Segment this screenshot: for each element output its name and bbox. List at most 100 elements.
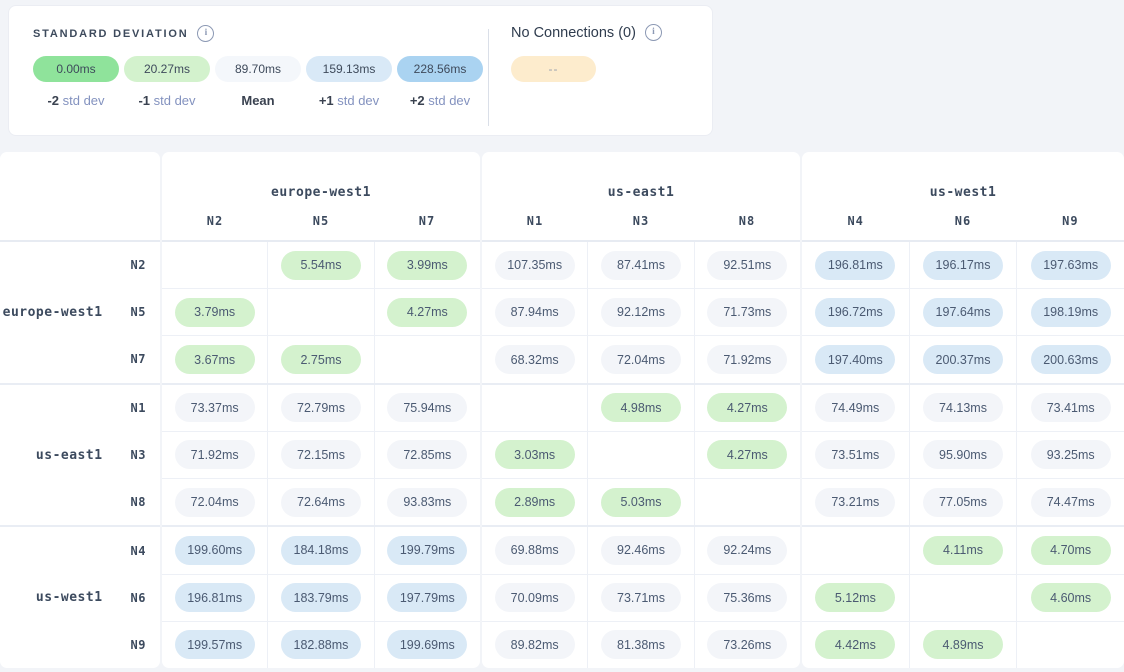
latency-chip-n7-n8[interactable]: 71.92ms <box>707 345 788 375</box>
latency-chip-n3-n6[interactable]: 95.90ms <box>923 440 1003 470</box>
latency-chip-n5-n9[interactable]: 198.19ms <box>1030 297 1111 327</box>
row-node-label: N6 <box>130 590 146 605</box>
latency-chip-n5-n3[interactable]: 92.12ms <box>600 297 681 327</box>
latency-chip-n9-n6[interactable]: 4.89ms <box>923 630 1003 660</box>
cell-n8-n7: 93.83ms <box>373 479 480 526</box>
latency-chip-n5-n2[interactable]: 3.79ms <box>174 297 255 327</box>
row-region-us-east1: us-east1 <box>35 447 103 463</box>
latency-chip-n2-n6[interactable]: 196.17ms <box>923 250 1003 280</box>
latency-chip-n6-n8[interactable]: 75.36ms <box>707 583 788 613</box>
legend-chips: 0.00ms 20.27ms 89.70ms 159.13ms 228.56ms <box>33 56 483 82</box>
latency-chip-n9-n3[interactable]: 81.38ms <box>600 630 681 660</box>
latency-chip-n2-n5[interactable]: 5.54ms <box>280 250 361 280</box>
latency-chip-n9-n2[interactable]: 199.57ms <box>174 630 255 660</box>
latency-chip-n9-n5[interactable]: 182.88ms <box>280 630 361 660</box>
latency-chip-n4-n9[interactable]: 4.70ms <box>1030 535 1111 565</box>
column-node-label-n9: N9 <box>1062 214 1079 228</box>
latency-chip-n2-n4[interactable]: 196.81ms <box>815 250 896 280</box>
latency-chip-n6-n7[interactable]: 197.79ms <box>387 583 468 613</box>
table-row-n2: 107.35ms 87.41ms 92.51ms <box>482 242 800 289</box>
latency-chip-n3-n1[interactable]: 3.03ms <box>494 440 575 470</box>
latency-chip-n6-n5[interactable]: 183.79ms <box>280 583 361 613</box>
info-icon[interactable]: i <box>644 24 662 41</box>
latency-chip-n1-n8[interactable]: 4.27ms <box>707 393 788 423</box>
latency-chip-n7-n5[interactable]: 2.75ms <box>280 345 361 375</box>
legend-label-3: +1 std dev <box>318 93 380 108</box>
latency-chip-n7-n9[interactable]: 200.63ms <box>1030 345 1111 375</box>
table-row-n7: 68.32ms 72.04ms 71.92ms <box>482 335 800 383</box>
latency-chip-n3-n9[interactable]: 93.25ms <box>1030 440 1111 470</box>
latency-chip-n7-n3[interactable]: 72.04ms <box>600 345 681 375</box>
latency-chip-n1-n9[interactable]: 73.41ms <box>1030 393 1111 423</box>
latency-chip-n3-n4[interactable]: 73.51ms <box>815 440 896 470</box>
latency-chip-n4-n3[interactable]: 92.46ms <box>600 535 681 565</box>
latency-chip-n3-n2[interactable]: 71.92ms <box>174 440 255 470</box>
latency-chip-n7-n6[interactable]: 200.37ms <box>923 345 1003 375</box>
table-row-n4: 199.60ms 184.18ms 199.79ms <box>162 525 480 574</box>
latency-chip-n2-n3[interactable]: 87.41ms <box>600 250 681 280</box>
latency-chip-n3-n7[interactable]: 72.85ms <box>387 440 468 470</box>
std-dev-legend-header: STANDARD DEVIATION i <box>33 25 215 42</box>
column-node-label-n6: N6 <box>954 214 972 228</box>
latency-chip-n5-n4[interactable]: 196.72ms <box>815 297 896 327</box>
latency-chip-n4-n2[interactable]: 199.60ms <box>174 535 255 565</box>
latency-chip-n5-n8[interactable]: 71.73ms <box>707 297 788 327</box>
cell-n3-n2: 71.92ms <box>162 432 267 478</box>
latency-chip-n1-n2[interactable]: 73.37ms <box>174 393 255 423</box>
info-icon[interactable]: i <box>197 25 215 42</box>
latency-chip-n5-n7[interactable]: 4.27ms <box>387 297 468 327</box>
latency-chip-n4-n7[interactable]: 199.79ms <box>387 535 468 565</box>
latency-chip-n7-n2[interactable]: 3.67ms <box>174 345 255 375</box>
latency-chip-n3-n5[interactable]: 72.15ms <box>280 440 361 470</box>
latency-chip-n8-n2[interactable]: 72.04ms <box>174 487 255 517</box>
latency-chip-n1-n6[interactable]: 74.13ms <box>923 393 1003 423</box>
latency-chip-n6-n9[interactable]: 4.60ms <box>1030 583 1111 613</box>
latency-chip-n1-n3[interactable]: 4.98ms <box>600 393 681 423</box>
latency-chip-n4-n5[interactable]: 184.18ms <box>280 535 361 565</box>
latency-chip-n1-n4[interactable]: 74.49ms <box>815 393 896 423</box>
cell-n1-n1 <box>482 385 587 431</box>
cell-n7-n7 <box>373 336 480 383</box>
row-label-n8: N8 <box>0 478 160 525</box>
latency-chip-n2-n1[interactable]: 107.35ms <box>494 250 575 280</box>
cell-n6-n9: 4.60ms <box>1016 574 1124 621</box>
cell-n5-n8: 71.73ms <box>693 289 800 336</box>
latency-chip-n9-n1[interactable]: 89.82ms <box>494 630 575 660</box>
latency-chip-n3-n8[interactable]: 4.27ms <box>707 440 788 470</box>
latency-chip-n8-n1[interactable]: 2.89ms <box>494 487 575 517</box>
latency-chip-n4-n6[interactable]: 4.11ms <box>923 535 1003 565</box>
latency-chip-n8-n6[interactable]: 77.05ms <box>923 487 1003 517</box>
latency-chip-n8-n4[interactable]: 73.21ms <box>815 487 896 517</box>
latency-chip-n8-n3[interactable]: 5.03ms <box>600 487 681 517</box>
latency-chip-n7-n4[interactable]: 197.40ms <box>815 345 896 375</box>
latency-chip-n8-n9[interactable]: 74.47ms <box>1030 487 1111 517</box>
cell-n7-n4: 197.40ms <box>802 336 909 382</box>
latency-chip-n6-n2[interactable]: 196.81ms <box>174 583 255 613</box>
row-node-label: N8 <box>130 494 146 509</box>
latency-chip-n6-n1[interactable]: 70.09ms <box>494 583 575 613</box>
latency-chip-n9-n7[interactable]: 199.69ms <box>387 630 468 660</box>
row-label-n2: N2 <box>0 242 160 289</box>
latency-chip-n1-n5[interactable]: 72.79ms <box>280 393 361 423</box>
latency-chip-n8-n7[interactable]: 93.83ms <box>387 487 468 517</box>
legend-chip-4: 228.56ms <box>397 56 483 82</box>
latency-chip-n9-n8[interactable]: 73.26ms <box>707 630 788 660</box>
latency-chip-n5-n1[interactable]: 87.94ms <box>494 297 575 327</box>
table-row-n8: 2.89ms 5.03ms <box>482 478 800 526</box>
column-node-label-n2: N2 <box>206 214 224 228</box>
table-row-n9: 199.57ms 182.88ms 199.69ms <box>162 620 480 668</box>
cell-n7-n8: 71.92ms <box>693 336 800 383</box>
latency-chip-n4-n1[interactable]: 69.88ms <box>494 535 575 565</box>
cell-n7-n3: 72.04ms <box>587 336 693 383</box>
latency-chip-n8-n5[interactable]: 72.64ms <box>280 487 361 517</box>
latency-chip-n4-n8[interactable]: 92.24ms <box>707 535 788 565</box>
latency-chip-n6-n4[interactable]: 5.12ms <box>815 583 896 613</box>
latency-chip-n2-n7[interactable]: 3.99ms <box>387 250 468 280</box>
latency-chip-n6-n3[interactable]: 73.71ms <box>600 583 681 613</box>
latency-chip-n9-n4[interactable]: 4.42ms <box>815 630 896 660</box>
latency-chip-n5-n6[interactable]: 197.64ms <box>923 297 1003 327</box>
latency-chip-n1-n7[interactable]: 75.94ms <box>387 393 468 423</box>
latency-chip-n2-n9[interactable]: 197.63ms <box>1030 250 1111 280</box>
latency-chip-n2-n8[interactable]: 92.51ms <box>707 250 788 280</box>
latency-chip-n7-n1[interactable]: 68.32ms <box>494 345 575 375</box>
